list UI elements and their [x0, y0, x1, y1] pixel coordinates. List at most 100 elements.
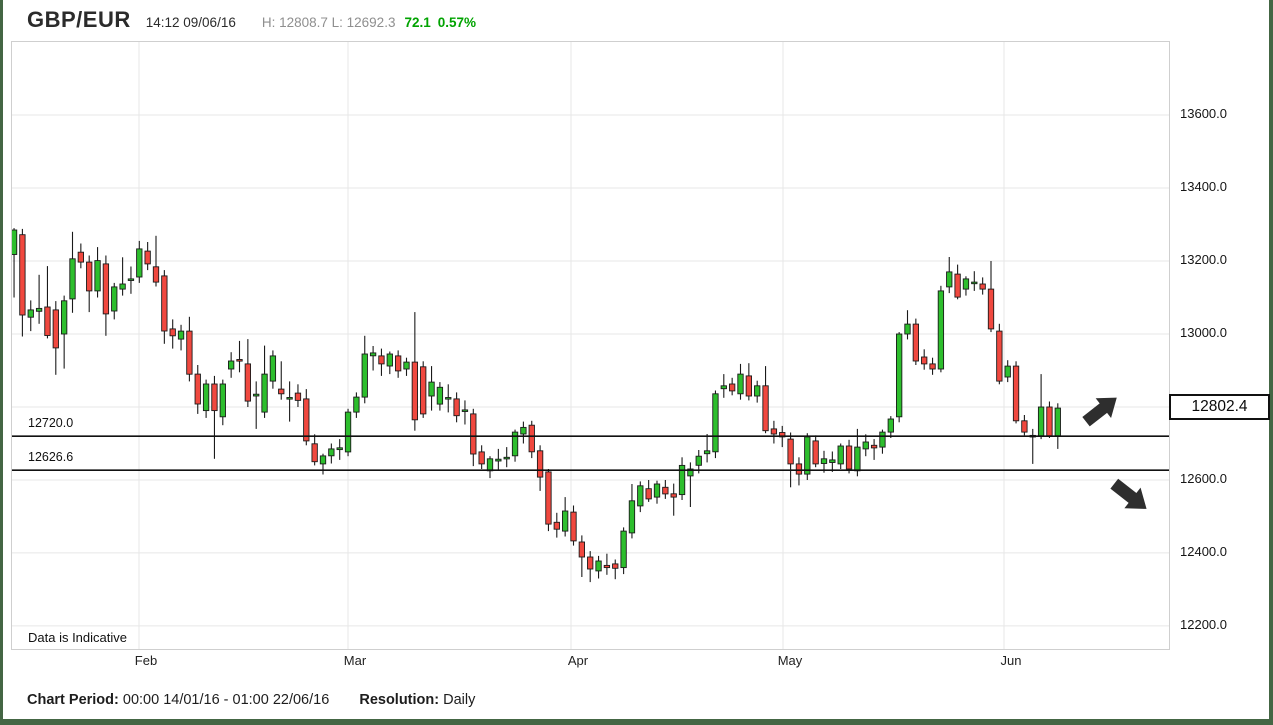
candle-down — [478, 451, 485, 465]
candle-down — [787, 438, 794, 465]
candlestick-chart[interactable] — [12, 42, 1169, 649]
candle-down — [845, 445, 853, 470]
candle-down — [578, 541, 586, 558]
x-axis-tick-label: Feb — [134, 653, 158, 668]
candle-up — [227, 360, 235, 370]
up-right-arrow[interactable] — [1078, 388, 1124, 432]
candle-up — [35, 307, 43, 312]
y-axis-tick-label: 12200.0 — [1180, 616, 1227, 632]
candle-up — [328, 448, 335, 457]
candle-up — [94, 260, 101, 292]
candle-up — [754, 385, 761, 397]
candle-down — [553, 521, 560, 530]
candle-down — [987, 288, 995, 330]
session-high-low: H: 12808.7 L: 12692.3 — [261, 15, 396, 30]
candle-up — [177, 330, 185, 340]
candle-down — [662, 486, 669, 495]
candle-up — [904, 323, 911, 335]
candle-down — [645, 488, 652, 500]
candle-up — [937, 290, 945, 370]
candle-down — [929, 363, 936, 370]
candle-up — [720, 385, 727, 390]
quote-timestamp: 14:12 09/06/16 — [145, 15, 236, 30]
candle-down — [770, 428, 778, 435]
candle-down — [979, 283, 986, 290]
candle-up — [678, 464, 686, 496]
candle-down — [378, 355, 385, 365]
candle-up — [879, 431, 886, 448]
candle-up — [971, 281, 978, 285]
candle-up — [804, 436, 811, 475]
y-axis-tick-label: 13000.0 — [1180, 324, 1227, 340]
candle-down — [670, 493, 677, 498]
candle-up — [1037, 406, 1045, 437]
candle-up — [445, 397, 452, 400]
candle-down — [102, 263, 110, 315]
candle-up — [1004, 365, 1011, 378]
candle-down — [44, 306, 51, 336]
candle-down — [528, 424, 535, 453]
candle-up — [896, 333, 903, 418]
candle-down — [470, 413, 477, 455]
candle-up — [1054, 407, 1061, 437]
candle-down — [186, 330, 193, 375]
y-axis-tick-label: 12600.0 — [1180, 470, 1227, 486]
y-axis-tick-label: 13200.0 — [1180, 251, 1227, 267]
candle-down — [278, 388, 285, 395]
candle-down — [236, 359, 243, 362]
candle-down — [536, 450, 544, 478]
quote-header: GBP/EUR 14:12 09/06/16 H: 12808.7 L: 126… — [27, 7, 482, 33]
candle-down — [294, 392, 302, 401]
candle-down — [1012, 365, 1020, 422]
x-axis-tick-label: May — [777, 653, 803, 668]
candle-down — [152, 266, 160, 283]
x-axis-tick-label: Mar — [343, 653, 367, 668]
candle-up — [962, 278, 970, 290]
candle-down — [52, 309, 59, 349]
candle-up — [403, 361, 410, 370]
candle-up — [829, 459, 836, 463]
candle-down — [745, 375, 753, 397]
candle-down — [161, 275, 168, 332]
candle-up — [511, 431, 519, 457]
y-axis-tick-label: 12400.0 — [1180, 543, 1227, 559]
candle-down — [395, 355, 402, 372]
candle-up — [628, 500, 636, 534]
chart-period-value: 00:00 14/01/16 - 01:00 22/06/16 — [122, 692, 330, 708]
candle-up — [712, 393, 719, 453]
chart-plot-area[interactable]: 12720.0 12626.6 Data is Indicative — [11, 41, 1170, 650]
candle-down — [729, 383, 736, 392]
candle-up — [653, 483, 661, 498]
candle-up — [136, 248, 143, 278]
resolution-label: Resolution: — [359, 692, 440, 708]
candle-up — [269, 355, 277, 382]
candle-up — [336, 447, 343, 451]
candle-down — [411, 361, 418, 421]
candle-down — [795, 463, 803, 475]
candle-down — [420, 366, 427, 415]
candle-up — [687, 468, 694, 477]
resolution-value: Daily — [443, 692, 476, 708]
x-axis-tick-label: Apr — [567, 653, 589, 668]
candle-down — [453, 398, 460, 417]
candle-down — [1021, 420, 1028, 433]
candle-down — [612, 563, 619, 569]
data-indicative-watermark: Data is Indicative — [28, 630, 127, 645]
candle-up — [27, 309, 34, 318]
down-right-arrow[interactable] — [1106, 473, 1154, 519]
change-percent: 0.57% — [437, 15, 477, 30]
candle-up — [386, 353, 393, 367]
candle-up — [344, 411, 352, 453]
candle-up — [620, 530, 627, 569]
candle-down — [570, 511, 577, 542]
candle-up — [69, 258, 76, 300]
candle-down — [211, 383, 218, 412]
candle-down — [603, 564, 611, 569]
candle-down — [870, 444, 878, 449]
candle-up — [111, 286, 118, 312]
candle-up — [887, 418, 894, 433]
candle-up — [361, 353, 368, 398]
candle-up — [820, 458, 828, 464]
candle-up — [253, 393, 260, 397]
support-level-label-2: 12626.6 — [28, 450, 74, 464]
